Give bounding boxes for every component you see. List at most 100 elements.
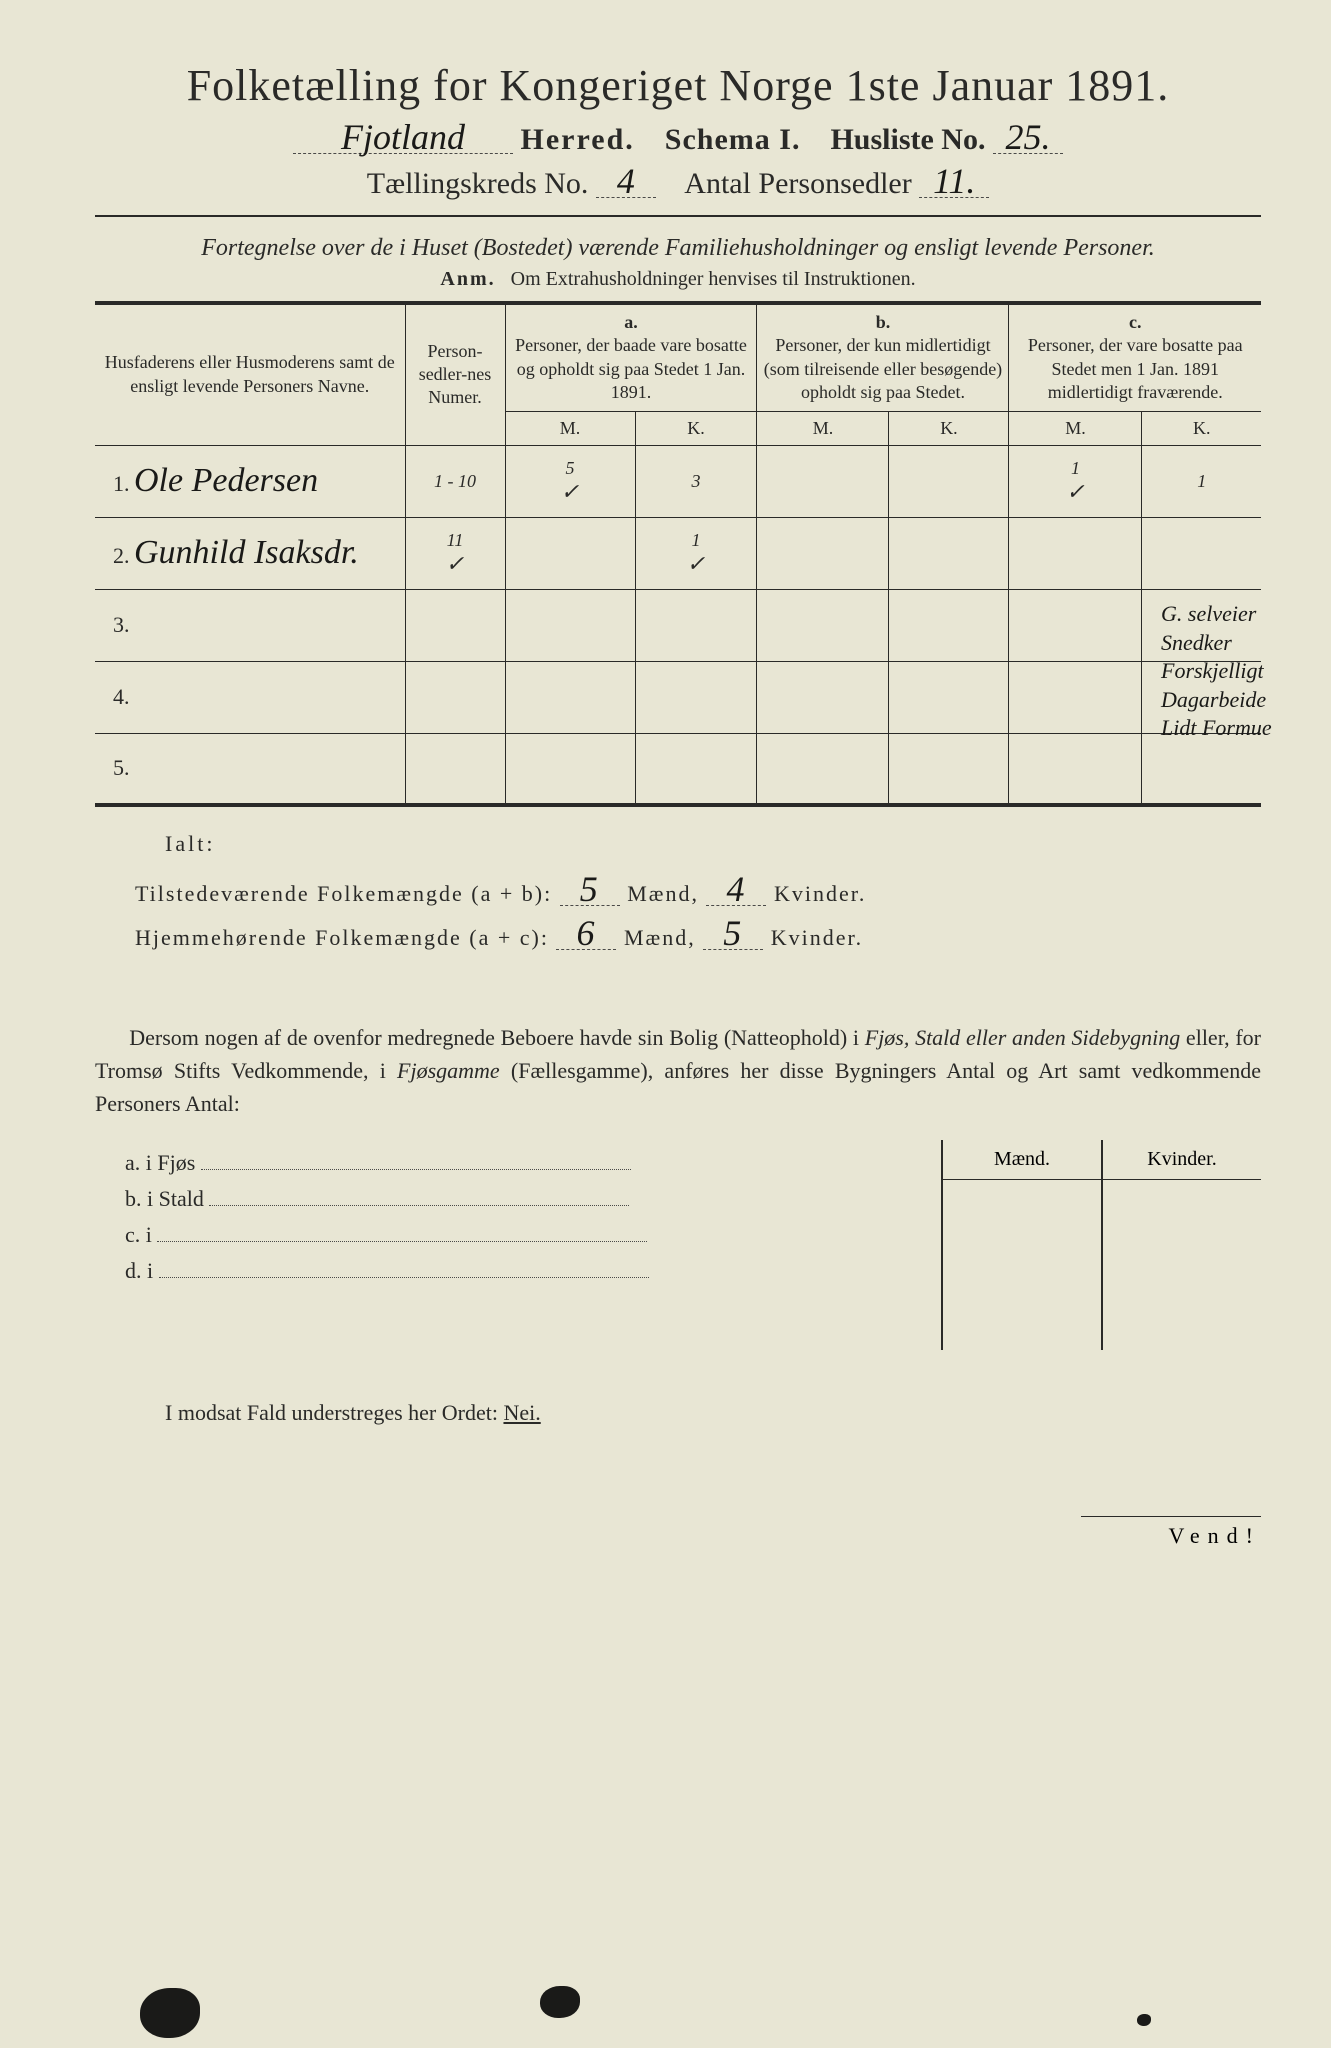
cell: [757, 445, 889, 517]
cell: [635, 733, 757, 805]
anm-label: Anm.: [440, 268, 495, 290]
row-name: Ole Pedersen: [134, 462, 318, 499]
maend-col: [943, 1180, 1103, 1350]
dotfill: [157, 1241, 647, 1242]
col-a-m: M.: [505, 411, 635, 445]
cell: [1009, 733, 1142, 805]
row-name: Gunhild Isaksdr.: [134, 534, 359, 571]
cell: [757, 517, 889, 589]
cell: [405, 733, 505, 805]
cell: [1009, 661, 1142, 733]
antal-value: 11.: [919, 165, 989, 198]
tilstede-m: 5: [560, 873, 620, 906]
col-a: a. Personer, der baade vare bosatte og o…: [505, 303, 757, 411]
margin-note: Forskjelligt: [1161, 657, 1301, 686]
cell: [635, 589, 757, 661]
kvinder-label: Kvinder.: [1103, 1140, 1261, 1180]
vend-label: Vend!: [1081, 1516, 1261, 1549]
cell: [1009, 517, 1142, 589]
divider: [95, 215, 1261, 217]
cell: [889, 445, 1009, 517]
tilstede-row: Tilstedeværende Folkemængde (a + b): 5 M…: [135, 873, 1261, 907]
row-sedler: 11 ✓: [405, 517, 505, 589]
cell: [757, 733, 889, 805]
cell: 1: [1142, 445, 1261, 517]
cell: [1142, 517, 1261, 589]
cell: [405, 661, 505, 733]
list-item: b. i Stald: [125, 1186, 941, 1212]
cell: [505, 517, 635, 589]
table-row: 1. Ole Pedersen 1 - 10 5 ✓ 3 1 ✓ 1: [95, 445, 1261, 517]
husliste-value: 25.: [993, 121, 1063, 154]
herred-label: Herred.: [521, 123, 635, 156]
hjemme-row: Hjemmehørende Folkemængde (a + c): 6 Mæn…: [135, 917, 1261, 951]
kreds-value: 4: [596, 165, 656, 198]
nei-line: I modsat Fald understreges her Ordet: Ne…: [165, 1400, 1261, 1426]
cell: [635, 661, 757, 733]
kvinder-col: [1103, 1180, 1261, 1350]
col-b-m: M.: [757, 411, 889, 445]
mk-box: Mænd. Kvinder.: [941, 1140, 1261, 1350]
side-building-box: a. i Fjøs b. i Stald c. i d. i Mænd. Kvi…: [95, 1140, 1261, 1350]
list-item: c. i: [125, 1222, 941, 1248]
cell: 1 ✓: [1009, 445, 1142, 517]
census-form-page: Folketælling for Kongeriget Norge 1ste J…: [0, 0, 1331, 2048]
cell: [505, 661, 635, 733]
subtitle: Fortegnelse over de i Huset (Bostedet) v…: [95, 235, 1261, 262]
ink-blot: [140, 1988, 200, 2038]
table-row: 3.: [95, 589, 1261, 661]
dotfill: [201, 1169, 631, 1170]
table-row: 5.: [95, 733, 1261, 805]
row-num: 1.: [103, 471, 130, 496]
col-b: b. Personer, der kun midlertidigt (som t…: [757, 303, 1009, 411]
census-table: Husfaderens eller Husmoderens samt de en…: [95, 301, 1261, 807]
margin-note: Snedker: [1161, 629, 1301, 658]
kreds-label: Tællingskreds No.: [367, 167, 589, 200]
list-item: d. i: [125, 1258, 941, 1284]
col-c-m: M.: [1009, 411, 1142, 445]
table-row: 4.: [95, 661, 1261, 733]
table-row: 2. Gunhild Isaksdr. 11 ✓ 1 ✓: [95, 517, 1261, 589]
row-num: 2.: [103, 543, 130, 568]
cell: [505, 733, 635, 805]
col-c-k: K.: [1142, 411, 1261, 445]
cell: [757, 661, 889, 733]
list-item: a. i Fjøs: [125, 1150, 941, 1176]
row-num: 5.: [103, 755, 130, 780]
mk-body: [943, 1180, 1261, 1350]
ink-blot: [540, 1986, 580, 2018]
col-b-k: K.: [889, 411, 1009, 445]
cell: [889, 589, 1009, 661]
cell: [889, 733, 1009, 805]
nei-word: Nei.: [503, 1400, 540, 1425]
cell: [1009, 589, 1142, 661]
hjemme-m: 6: [556, 917, 616, 950]
schema-label: Schema I.: [665, 123, 801, 156]
cell: [757, 589, 889, 661]
cell: 3: [635, 445, 757, 517]
totals-block: Ialt: Tilstedeværende Folkemængde (a + b…: [95, 831, 1261, 951]
col-sedler: Person-sedler-nes Numer.: [405, 303, 505, 445]
col-a-k: K.: [635, 411, 757, 445]
husliste-label: Husliste No.: [830, 123, 985, 156]
header-line-2: Fjotland Herred. Schema I. Husliste No. …: [95, 121, 1261, 157]
page-title: Folketælling for Kongeriget Norge 1ste J…: [95, 60, 1261, 111]
header-line-3: Tællingskreds No. 4 Antal Personsedler 1…: [95, 165, 1261, 201]
side-building-para: Dersom nogen af de ovenfor medregnede Be…: [95, 1021, 1261, 1120]
cell: [1142, 733, 1261, 805]
cell: [405, 589, 505, 661]
col-names: Husfaderens eller Husmoderens samt de en…: [95, 303, 405, 445]
cell: [889, 517, 1009, 589]
herred-value: Fjotland: [293, 121, 513, 154]
anm-text: Om Extrahusholdninger henvises til Instr…: [511, 268, 916, 290]
margin-note: Dagarbeide: [1161, 686, 1301, 715]
dotfill: [209, 1205, 629, 1206]
margin-notes: G. selveier Snedker Forskjelligt Dagarbe…: [1161, 600, 1301, 743]
row-num: 4.: [103, 684, 130, 709]
antal-label: Antal Personsedler: [684, 167, 911, 200]
cell: [889, 661, 1009, 733]
col-c: c. Personer, der vare bosatte paa Stedet…: [1009, 303, 1261, 411]
cell: 5 ✓: [505, 445, 635, 517]
side-list: a. i Fjøs b. i Stald c. i d. i: [95, 1140, 941, 1350]
cell: 1 ✓: [635, 517, 757, 589]
